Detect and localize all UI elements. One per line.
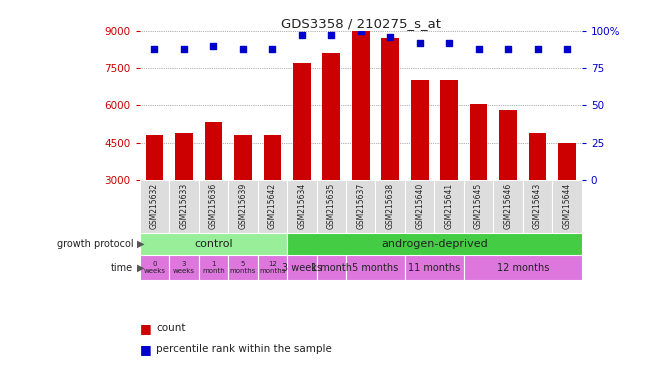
Text: GSM215636: GSM215636 <box>209 183 218 229</box>
Bar <box>293 63 311 180</box>
Bar <box>464 255 582 280</box>
Text: GSM215633: GSM215633 <box>179 183 188 229</box>
Bar <box>405 255 464 280</box>
Bar <box>322 53 340 180</box>
Bar <box>140 180 169 233</box>
Bar <box>376 180 405 233</box>
Bar <box>470 104 488 180</box>
Text: 12 months: 12 months <box>497 263 549 273</box>
Text: 11 months: 11 months <box>408 263 461 273</box>
Bar <box>493 180 523 233</box>
Text: 5
months: 5 months <box>229 261 256 274</box>
Bar <box>411 81 428 180</box>
Text: GSM215640: GSM215640 <box>415 183 424 229</box>
Text: ■: ■ <box>140 343 151 356</box>
Bar <box>140 255 169 280</box>
Point <box>179 46 189 52</box>
Bar <box>440 81 458 180</box>
Text: ▶: ▶ <box>136 239 144 249</box>
Text: GSM215642: GSM215642 <box>268 183 277 229</box>
Bar <box>234 135 252 180</box>
Point <box>444 40 454 46</box>
Point <box>267 46 278 52</box>
Text: growth protocol: growth protocol <box>57 239 133 249</box>
Bar <box>464 180 493 233</box>
Text: GSM215635: GSM215635 <box>327 183 336 229</box>
Text: 5 months: 5 months <box>352 263 398 273</box>
Bar <box>287 255 317 280</box>
Bar <box>263 135 281 180</box>
Bar <box>352 31 370 180</box>
Bar <box>228 255 257 280</box>
Text: time: time <box>111 263 133 273</box>
Bar <box>382 38 399 180</box>
Text: GSM215645: GSM215645 <box>474 183 483 229</box>
Bar <box>317 255 346 280</box>
Title: GDS3358 / 210275_s_at: GDS3358 / 210275_s_at <box>281 17 441 30</box>
Bar <box>528 133 547 180</box>
Text: androgen-deprived: androgen-deprived <box>381 239 488 249</box>
Bar <box>199 255 228 280</box>
Bar <box>346 255 405 280</box>
Bar <box>287 233 582 255</box>
Text: ■: ■ <box>140 322 151 335</box>
Text: 3
weeks: 3 weeks <box>173 261 195 274</box>
Bar <box>228 180 257 233</box>
Text: GSM215634: GSM215634 <box>297 183 306 229</box>
Point <box>562 46 572 52</box>
Bar <box>140 233 287 255</box>
Bar <box>146 135 163 180</box>
Bar <box>257 180 287 233</box>
Bar <box>523 180 552 233</box>
Point <box>326 32 337 38</box>
Text: percentile rank within the sample: percentile rank within the sample <box>156 344 332 354</box>
Point <box>238 46 248 52</box>
Bar <box>205 122 222 180</box>
Text: 12
months: 12 months <box>259 261 285 274</box>
Text: 1
month: 1 month <box>202 261 225 274</box>
Text: GSM215638: GSM215638 <box>385 183 395 229</box>
Text: 0
weeks: 0 weeks <box>144 261 166 274</box>
Text: 3 weeks: 3 weeks <box>282 263 322 273</box>
Text: GSM215644: GSM215644 <box>562 183 571 229</box>
Bar <box>552 180 582 233</box>
Bar <box>405 180 434 233</box>
Text: 1 month: 1 month <box>311 263 352 273</box>
Bar <box>346 180 376 233</box>
Bar <box>287 180 317 233</box>
Bar <box>434 180 464 233</box>
Bar <box>169 255 199 280</box>
Point <box>473 46 484 52</box>
Bar <box>199 180 228 233</box>
Bar <box>499 110 517 180</box>
Point <box>503 46 514 52</box>
Bar <box>175 133 193 180</box>
Point <box>385 34 395 40</box>
Point <box>296 32 307 38</box>
Text: GSM215632: GSM215632 <box>150 183 159 229</box>
Bar <box>317 180 346 233</box>
Text: ▶: ▶ <box>136 263 144 273</box>
Point <box>150 46 160 52</box>
Text: count: count <box>156 323 185 333</box>
Text: GSM215639: GSM215639 <box>239 183 248 229</box>
Bar <box>169 180 199 233</box>
Bar <box>257 255 287 280</box>
Text: GSM215637: GSM215637 <box>356 183 365 229</box>
Point <box>208 43 218 49</box>
Text: GSM215643: GSM215643 <box>533 183 542 229</box>
Text: control: control <box>194 239 233 249</box>
Text: GSM215646: GSM215646 <box>504 183 513 229</box>
Point <box>415 40 425 46</box>
Bar <box>558 143 576 180</box>
Point <box>356 28 366 34</box>
Text: GSM215641: GSM215641 <box>445 183 454 229</box>
Point <box>532 46 543 52</box>
